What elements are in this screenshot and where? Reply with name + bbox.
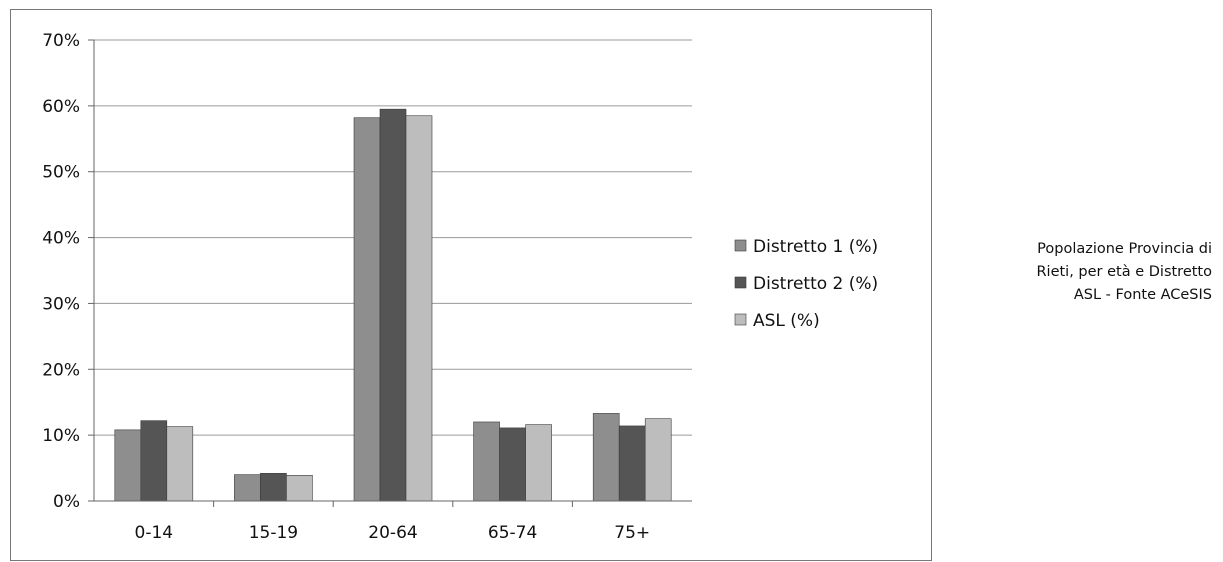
bar-75+-series-3 (644, 418, 672, 502)
bar-20-64-series-3 (405, 115, 433, 502)
bar-0-14-series-1 (114, 429, 142, 502)
y-tick-label: 40% (42, 229, 80, 249)
bar-65-74-series-2 (499, 427, 526, 502)
caption-line-2: Rieti, per età e Distretto (1036, 264, 1212, 280)
bars (114, 108, 672, 502)
legend-label: Distretto 2 (%) (753, 274, 878, 294)
x-tick-label: 75+ (614, 523, 650, 543)
bar-15-19-series-2 (260, 473, 287, 502)
bar-65-74-series-3 (525, 424, 552, 502)
bar-75+-series-2 (618, 425, 646, 502)
legend-swatch (734, 313, 747, 326)
legend-label: ASL (%) (753, 311, 820, 331)
y-tick-label: 0% (53, 492, 80, 512)
bar-20-64-series-2 (379, 108, 407, 502)
x-tick-label: 15-19 (249, 523, 298, 543)
y-tick-label: 70% (42, 31, 80, 51)
y-tick-label: 30% (42, 294, 80, 314)
legend-swatch (734, 239, 747, 252)
y-tick-label: 10% (42, 426, 80, 446)
bar-75+-series-1 (592, 413, 620, 502)
caption-line-1: Popolazione Provincia di (1037, 241, 1212, 257)
bar-0-14-series-3 (166, 426, 194, 502)
y-tick-label: 60% (42, 97, 80, 117)
bar-20-64-series-1 (353, 117, 381, 502)
bar-65-74-series-1 (473, 421, 500, 502)
x-tick-label: 65-74 (488, 523, 537, 543)
x-tick-label: 0-14 (135, 523, 174, 543)
bar-15-19-series-1 (234, 474, 261, 502)
caption-line-3: ASL - Fonte ACeSIS (1073, 287, 1212, 303)
legend-label: Distretto 1 (%) (753, 237, 878, 257)
chart-caption: Popolazione Provincia di Rieti, per età … (944, 238, 1212, 307)
x-tick-label: 20-64 (368, 523, 417, 543)
axes: 0% 10% 20% 30% 40% 50% 60% 70% 0-14 15-19 20-64 65-… (42, 31, 692, 543)
bar-15-19-series-3 (286, 475, 313, 502)
y-tick-label: 50% (42, 163, 80, 183)
bar-0-14-series-2 (140, 420, 168, 502)
legend: Distretto 1 (%) Distretto 2 (%) ASL (%) (734, 237, 878, 331)
y-tick-label: 20% (42, 360, 80, 380)
legend-swatch (734, 276, 747, 289)
